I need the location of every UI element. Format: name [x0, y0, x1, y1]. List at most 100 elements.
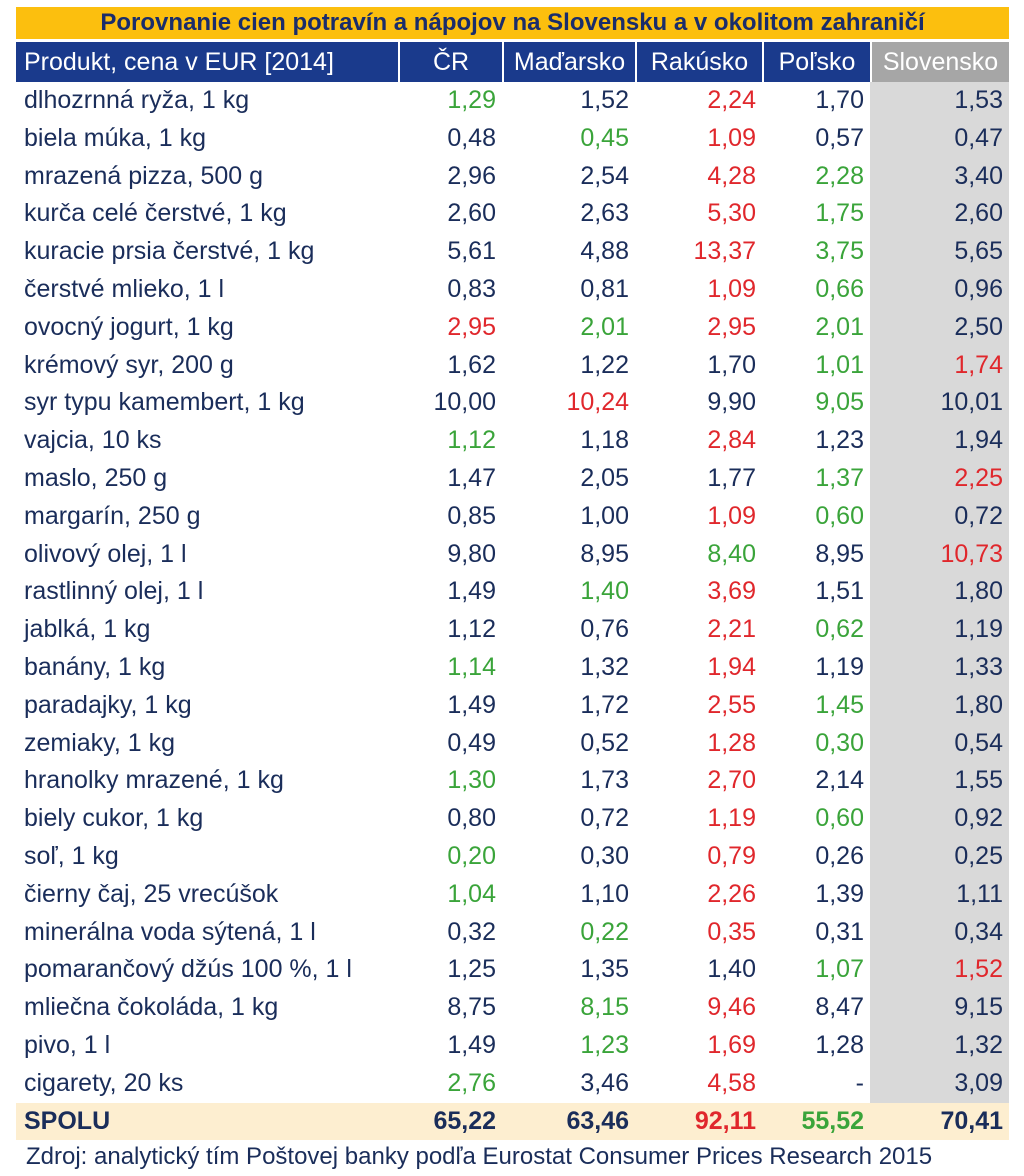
price-cell-rakusko: 9,46: [707, 993, 756, 1022]
price-cell-polsko: -: [855, 1068, 864, 1097]
price-cell-cr: 1,49: [447, 690, 496, 719]
price-cell-rakusko: 1,28: [707, 728, 756, 757]
price-cell-rakusko: 2,21: [707, 615, 756, 644]
table-row: cigarety, 20 ks 2,76 3,46 4,58 -3,09: [16, 1064, 1009, 1103]
price-cell-polsko: 0,31: [815, 917, 864, 946]
price-cell-polsko: 1,39: [815, 879, 864, 908]
column-header-slovensko: Slovensko: [870, 42, 1009, 82]
table-row: jablká, 1 kg 1,12 0,76 2,21 0,62 1,19: [16, 611, 1009, 649]
price-cell-slovensko: 1,80: [870, 686, 1009, 725]
price-cell-rakusko: 9,90: [707, 388, 756, 417]
price-cell-rakusko: 1,77: [707, 464, 756, 492]
price-cell-cr: 1,49: [447, 1031, 496, 1059]
price-cell-polsko: 2,28: [815, 161, 864, 190]
price-cell-polsko: 2,14: [815, 766, 864, 795]
price-cell-cr: 65,22: [398, 1102, 502, 1141]
price-cell-polsko: 1,45: [815, 690, 864, 719]
price-cell-polsko: 0,60: [815, 804, 864, 833]
price-cell-rakusko: 2,24: [707, 86, 756, 114]
price-cell-madarsko: 1,10: [580, 879, 629, 908]
price-cell-madarsko: 3,46: [580, 1068, 629, 1097]
table-row: čerstvé mlieko, 1 l 0,83 0,81 1,09 0,66 0,96: [16, 271, 1009, 309]
price-cell-slovensko: 1,80: [870, 573, 1009, 612]
price-cell-madarsko: 0,30: [580, 842, 629, 870]
price-cell-polsko: 0,66: [815, 275, 864, 303]
product-name: olivový olej, 1 l: [24, 539, 187, 568]
price-cell-rakusko: 4,58: [707, 1068, 756, 1097]
price-cell-cr: 0,48: [447, 123, 496, 152]
price-cell-madarsko: 1,73: [580, 766, 629, 795]
price-cell-polsko: 0,57: [815, 123, 864, 152]
table-row: margarín, 250 g 0,85 1,00 1,09 0,60 0,72: [16, 497, 1009, 536]
price-cell-polsko: 55,52: [762, 1102, 870, 1141]
product-name: syr typu kamembert, 1 kg: [24, 388, 305, 417]
price-cell-madarsko: 2,05: [580, 464, 629, 492]
price-cell-polsko: 1,70: [815, 86, 864, 114]
price-cell-madarsko: 1,35: [580, 955, 629, 984]
price-cell-cr: 0,32: [447, 917, 496, 946]
product-name: margarín, 250 g: [24, 501, 201, 530]
price-cell-rakusko: 0,35: [707, 917, 756, 946]
price-cell-polsko: 1,75: [815, 199, 864, 228]
price-cell-cr: 1,12: [447, 426, 496, 455]
price-cell-slovensko: 2,60: [870, 195, 1009, 234]
table-row: syr typu kamembert, 1 kg 10,00 10,24 9,90 9,…: [16, 384, 1009, 423]
price-cell-rakusko: 2,55: [707, 690, 756, 719]
price-cell-polsko: 1,37: [815, 464, 864, 492]
table-row: biela múka, 1 kg 0,48 0,45 1,09 0,57 0,47: [16, 119, 1009, 158]
price-cell-cr: 10,00: [433, 388, 496, 417]
price-cell-madarsko: 2,63: [580, 199, 629, 228]
price-cell-madarsko: 1,32: [580, 653, 629, 681]
price-cell-cr: 1,30: [447, 766, 496, 795]
price-cell-rakusko: 2,70: [707, 766, 756, 795]
price-cell-slovensko: 2,50: [870, 308, 1009, 347]
table-row: vajcia, 10 ks 1,12 1,18 2,84 1,23 1,94: [16, 422, 1009, 460]
product-name: biely cukor, 1 kg: [24, 804, 204, 833]
product-name: kurča celé čerstvé, 1 kg: [24, 199, 287, 228]
price-cell-cr: 0,49: [447, 728, 496, 757]
price-cell-polsko: 1,07: [815, 955, 864, 984]
price-cell-cr: 0,80: [447, 804, 496, 833]
product-name: maslo, 250 g: [24, 464, 168, 492]
product-name: biela múka, 1 kg: [24, 123, 207, 152]
price-cell-rakusko: 8,40: [707, 539, 756, 568]
total-label: SPOLU: [16, 1102, 406, 1141]
table-row: biely cukor, 1 kg 0,80 0,72 1,19 0,60 0,92: [16, 800, 1009, 838]
product-name: ovocný jogurt, 1 kg: [24, 312, 234, 341]
price-cell-slovensko: 9,15: [870, 989, 1009, 1027]
price-cell-madarsko: 8,15: [580, 993, 629, 1022]
product-name: krémový syr, 200 g: [24, 350, 234, 379]
price-cell-madarsko: 63,46: [502, 1102, 635, 1141]
price-cell-cr: 2,76: [447, 1068, 496, 1097]
table-row: banány, 1 kg 1,14 1,32 1,94 1,19 1,33: [16, 649, 1009, 687]
product-name: vajcia, 10 ks: [24, 426, 162, 455]
price-cell-slovensko: 0,72: [870, 497, 1009, 536]
price-cell-slovensko: 1,74: [870, 346, 1009, 385]
price-cell-madarsko: 1,00: [580, 501, 629, 530]
price-cell-polsko: 0,26: [815, 842, 864, 870]
price-cell-polsko: 3,75: [815, 237, 864, 266]
table-row: hranolky mrazené, 1 kg 1,30 1,73 2,70 2,14 1,…: [16, 762, 1009, 801]
product-name: kuracie prsia čerstvé, 1 kg: [24, 237, 315, 266]
price-cell-madarsko: 2,54: [580, 161, 629, 190]
product-name: hranolky mrazené, 1 kg: [24, 766, 284, 795]
table-row: maslo, 250 g 1,47 2,05 1,77 1,37 2,25: [16, 460, 1009, 498]
product-name: banány, 1 kg: [24, 653, 166, 681]
column-header-rakusko: Rakúsko: [635, 42, 762, 82]
product-name: jablká, 1 kg: [24, 615, 151, 644]
price-cell-polsko: 1,28: [815, 1031, 864, 1059]
price-cell-cr: 1,04: [447, 879, 496, 908]
price-cell-madarsko: 1,40: [580, 577, 629, 606]
price-cell-madarsko: 2,01: [580, 312, 629, 341]
price-cell-slovensko: 3,09: [870, 1064, 1009, 1103]
table-row: krémový syr, 200 g 1,62 1,22 1,70 1,01 1,74: [16, 346, 1009, 385]
price-cell-slovensko: 0,34: [870, 913, 1009, 952]
price-cell-madarsko: 0,72: [580, 804, 629, 833]
product-name: mliečna čokoláda, 1 kg: [24, 993, 279, 1022]
price-cell-slovensko: 1,52: [870, 951, 1009, 990]
price-cell-rakusko: 1,09: [707, 123, 756, 152]
product-name: dlhozrnná ryža, 1 kg: [24, 86, 250, 114]
product-name: pivo, 1 l: [24, 1031, 111, 1059]
table-row: zemiaky, 1 kg 0,49 0,52 1,28 0,30 0,54: [16, 724, 1009, 763]
